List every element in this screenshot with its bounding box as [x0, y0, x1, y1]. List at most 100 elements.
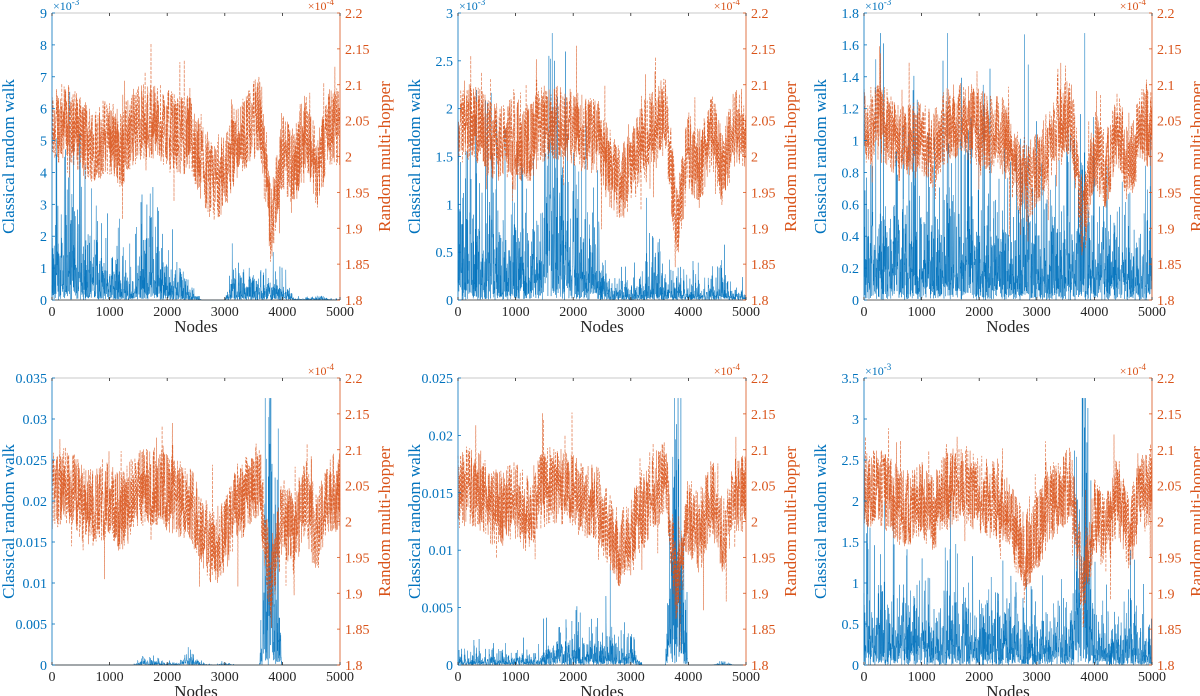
right-y-tick-label: 2.15: [345, 43, 370, 58]
left-y-multiplier: ×10-3: [865, 0, 892, 13]
right-y-multiplier: ×10-4: [308, 362, 335, 378]
classical-random-walk-line: [51, 91, 341, 301]
x-tick-label: 2000: [559, 305, 587, 320]
right-y-exponent: -4: [1139, 0, 1147, 7]
left-y-tick-label: 0.015: [422, 487, 454, 502]
right-y-axis-label: Random multi-hopper: [375, 446, 394, 597]
x-axis-label: Nodes: [986, 317, 1029, 336]
random-multi-hopper-line: [863, 46, 1153, 256]
right-y-tick-label: 2: [751, 516, 758, 531]
right-y-tick-label: 1.8: [345, 294, 363, 309]
x-tick-label: 3000: [617, 305, 645, 320]
right-y-tick-label: 2.2: [1157, 7, 1175, 22]
right-y-axis-label: Random multi-hopper: [781, 81, 800, 232]
left-y-tick-label: 1.5: [842, 536, 860, 551]
right-y-multiplier: ×10-4: [714, 0, 741, 13]
right-y-tick-label: 2.15: [751, 408, 776, 423]
right-y-tick-label: 2.2: [751, 7, 769, 22]
left-y-axis-label: Classical random walk: [811, 444, 830, 599]
right-y-tick-label: 1.9: [1157, 222, 1175, 237]
right-y-axis-label: Random multi-hopper: [1187, 446, 1200, 597]
left-y-tick-label: 0: [446, 294, 453, 309]
right-y-tick-label: 2.15: [345, 408, 370, 423]
left-y-tick-label: 4: [40, 166, 47, 181]
x-tick-label: 0: [455, 670, 462, 685]
x-tick-label: 3000: [211, 670, 239, 685]
x-axis-label: Nodes: [174, 682, 217, 696]
subplot-6: 0 1000 2000 3000 4000 5000 Nodes 0 0.5 1 1.5 2 2.5 3 3…: [811, 362, 1200, 696]
x-tick-label: 3000: [211, 305, 239, 320]
left-y-exponent: -3: [884, 362, 892, 372]
right-y-tick-label: 2.1: [345, 444, 363, 459]
left-y-axis-label: Classical random walk: [405, 79, 424, 234]
random-multi-hopper-line: [457, 45, 747, 268]
left-y-tick-label: 1.4: [842, 71, 860, 86]
x-tick-label: 0: [861, 305, 868, 320]
left-y-tick-label: 0: [40, 294, 47, 309]
left-y-tick-label: 0.2: [842, 262, 860, 277]
left-y-tick-label: 0.005: [16, 618, 48, 633]
left-y-axis-label: Classical random walk: [811, 79, 830, 234]
right-y-tick-label: 2.2: [1157, 372, 1175, 387]
right-y-tick-label: 1.95: [345, 551, 370, 566]
left-y-tick-label: 0.5: [436, 246, 454, 261]
x-tick-label: 1000: [96, 305, 124, 320]
x-tick-label: 1000: [502, 670, 530, 685]
right-y-tick-label: 2: [345, 151, 352, 166]
left-y-tick-label: 0.01: [429, 544, 454, 559]
left-y-tick-label: 1: [40, 262, 47, 277]
right-y-tick-label: 2.2: [751, 372, 769, 387]
left-y-tick-label: 1.8: [842, 7, 860, 22]
left-y-axis-label: Classical random walk: [405, 444, 424, 599]
x-tick-label: 3000: [1023, 670, 1051, 685]
right-y-multiplier: ×10-4: [714, 362, 741, 378]
right-y-tick-label: 1.9: [345, 587, 363, 602]
left-y-tick-label: 0.02: [23, 495, 48, 510]
right-y-tick-label: 2: [1157, 516, 1164, 531]
left-y-tick-label: 0: [40, 659, 47, 674]
left-y-tick-label: 6: [40, 103, 47, 118]
left-y-tick-label: 0.02: [429, 429, 454, 444]
x-tick-label: 0: [861, 670, 868, 685]
right-y-tick-label: 1.85: [345, 258, 370, 273]
right-y-exponent: -4: [733, 0, 741, 7]
left-y-tick-label: 1: [852, 577, 859, 592]
right-y-tick-label: 1.95: [751, 551, 776, 566]
left-y-tick-label: 0.5: [842, 618, 860, 633]
right-y-tick-label: 1.8: [1157, 294, 1175, 309]
left-y-tick-label: 0.8: [842, 166, 860, 181]
right-y-tick-label: 1.8: [751, 294, 769, 309]
right-y-tick-label: 2.05: [345, 115, 370, 130]
x-tick-label: 4000: [674, 305, 702, 320]
x-tick-label: 1000: [908, 305, 936, 320]
x-tick-label: 5000: [1138, 305, 1166, 320]
x-tick-label: 2000: [559, 670, 587, 685]
right-y-tick-label: 1.9: [751, 587, 769, 602]
x-tick-label: 5000: [326, 670, 354, 685]
left-y-tick-label: 0: [852, 294, 859, 309]
x-axis-label: Nodes: [580, 317, 623, 336]
right-y-tick-label: 1.8: [345, 659, 363, 674]
right-y-tick-label: 2.1: [751, 79, 769, 94]
right-y-tick-label: 2.1: [345, 79, 363, 94]
right-y-tick-label: 2.15: [1157, 408, 1182, 423]
right-y-tick-label: 2: [345, 516, 352, 531]
x-tick-label: 3000: [1023, 305, 1051, 320]
x-axis-label: Nodes: [986, 682, 1029, 696]
right-y-tick-label: 1.95: [751, 186, 776, 201]
left-y-tick-label: 2.5: [842, 454, 860, 469]
x-tick-label: 5000: [326, 305, 354, 320]
left-y-tick-label: 0.03: [23, 413, 48, 428]
left-y-tick-label: 0.035: [16, 372, 48, 387]
x-tick-label: 1000: [502, 305, 530, 320]
right-y-tick-label: 1.95: [1157, 551, 1182, 566]
x-tick-label: 1000: [908, 670, 936, 685]
left-y-tick-label: 0.6: [842, 198, 860, 213]
x-axis-label: Nodes: [580, 682, 623, 696]
right-y-tick-label: 1.95: [345, 186, 370, 201]
subplot-5: 0 1000 2000 3000 4000 5000 Nodes 0 0.005 0.01 0.01…: [405, 362, 800, 696]
left-y-tick-label: 0.4: [842, 230, 860, 245]
right-y-tick-label: 1.85: [1157, 623, 1182, 638]
right-y-exponent: -4: [733, 362, 741, 372]
left-y-tick-label: 3: [40, 198, 47, 213]
